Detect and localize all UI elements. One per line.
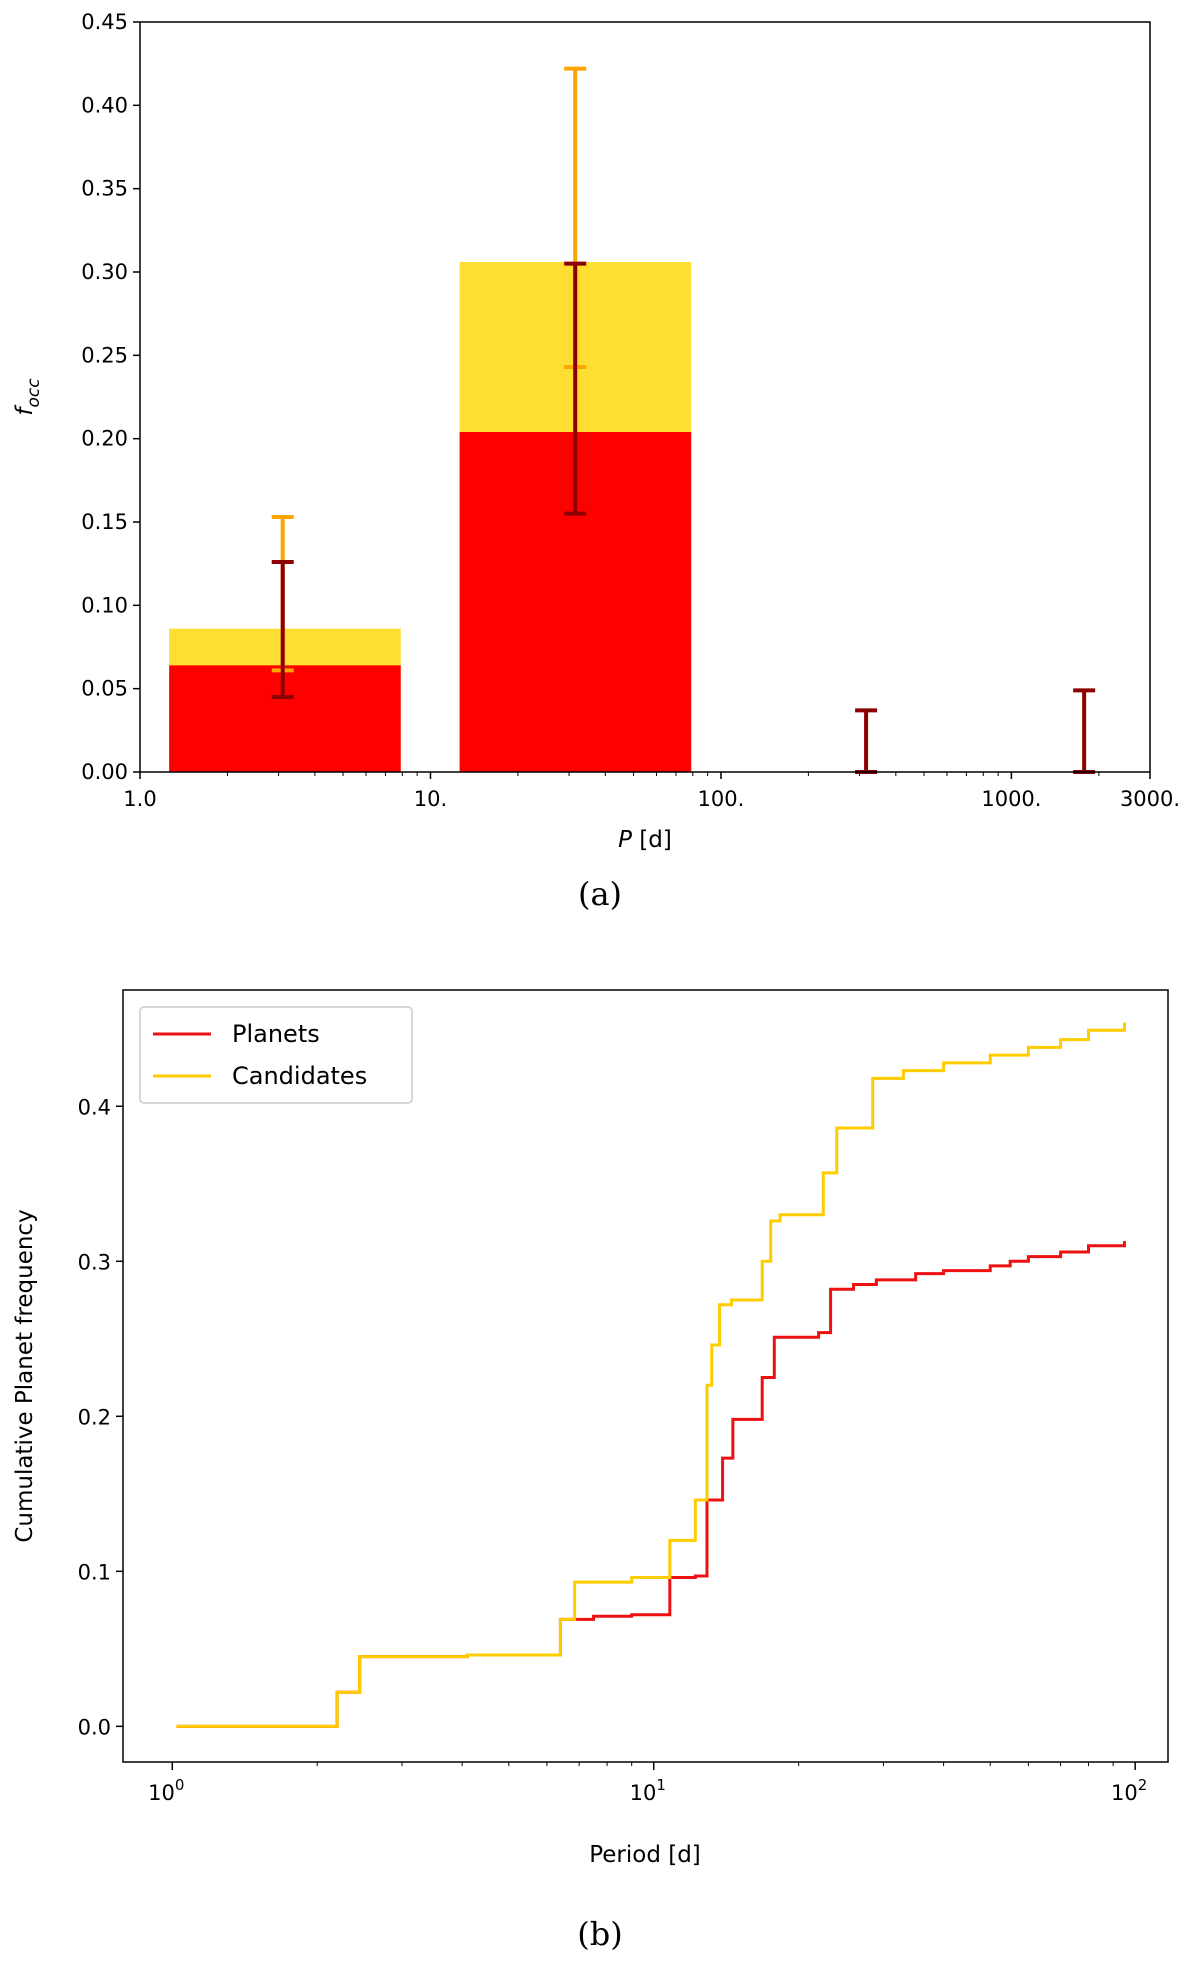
y-tick-label-a: 0.35	[81, 177, 128, 201]
legend-label-planets: Planets	[232, 1020, 320, 1048]
axis-ticks-b: 0.0 0.1 0.2 0.3 0.4 100 101 102	[78, 1095, 1148, 1805]
caption-a: (a)	[578, 875, 622, 913]
error-bar-planets	[271, 560, 294, 699]
y-tick-label-b: 0.2	[78, 1405, 111, 1429]
y-tick-label-b: 0.3	[78, 1250, 111, 1274]
y-tick-label-a: 0.05	[81, 677, 128, 701]
y-tick-label-a: 0.45	[81, 10, 128, 34]
legend-label-candidates: Candidates	[232, 1062, 367, 1090]
y-tick-label-a: 0.30	[81, 260, 128, 284]
error-bar-planets	[855, 708, 878, 774]
error-bar-planets	[1073, 688, 1096, 774]
y-tick-label-b: 0.1	[78, 1560, 111, 1584]
legend-box	[139, 1006, 413, 1104]
y-tick-label-b: 0.0	[78, 1715, 111, 1739]
x-tick-label-b: 101	[630, 1776, 666, 1805]
y-tick-label-a: 0.00	[81, 760, 128, 784]
x-tick-label-a: 1.0	[123, 787, 156, 811]
x-tick-label-a: 3000.	[1120, 787, 1180, 811]
series-line-candidates	[176, 1022, 1126, 1728]
y-tick-label-a: 0.20	[81, 427, 128, 451]
series-line-planets	[176, 1241, 1126, 1728]
y-tick-label-a: 0.15	[81, 510, 128, 534]
x-tick-label-b: 100	[148, 1776, 184, 1805]
x-tick-label-a: 10.	[414, 787, 447, 811]
error-bars-layer	[271, 66, 1096, 774]
x-tick-label-a: 1000.	[981, 787, 1041, 811]
x-tick-label-b: 102	[1111, 1776, 1147, 1805]
legend: Planets Candidates	[139, 1006, 413, 1104]
x-tick-label-a: 100.	[698, 787, 745, 811]
axis-ticks-a: 0.00 0.05 0.10 0.15 0.20 0.25 0.30 0.35 0.40 0.45…	[81, 10, 1180, 811]
y-tick-label-a: 0.25	[81, 343, 128, 367]
y-axis-label-a: focc	[12, 378, 44, 416]
x-axis-label-b: Period [d]	[589, 1842, 701, 1868]
caption-b: (b)	[577, 1915, 622, 1953]
y-tick-label-a: 0.40	[81, 93, 128, 117]
y-tick-label-b: 0.4	[78, 1095, 111, 1119]
y-tick-label-a: 0.10	[81, 593, 128, 617]
y-axis-label-b: Cumulative Planet frequency	[12, 1209, 38, 1542]
bars-layer	[169, 262, 692, 772]
bar-planets	[169, 665, 401, 772]
plot-frame-a	[139, 21, 1151, 773]
occurrence-bar-chart: 0.00 0.05 0.10 0.15 0.20 0.25 0.30 0.35 0.40 0.45…	[12, 10, 1180, 913]
cumulative-frequency-chart: 0.0 0.1 0.2 0.3 0.4 100 101 102 Cumulative Plan…	[12, 989, 1169, 1953]
x-axis-label-a: P [d]	[618, 827, 672, 853]
error-bar-planets	[564, 261, 587, 516]
plot-frame-b	[122, 989, 1169, 1763]
step-lines-layer	[176, 1022, 1126, 1728]
